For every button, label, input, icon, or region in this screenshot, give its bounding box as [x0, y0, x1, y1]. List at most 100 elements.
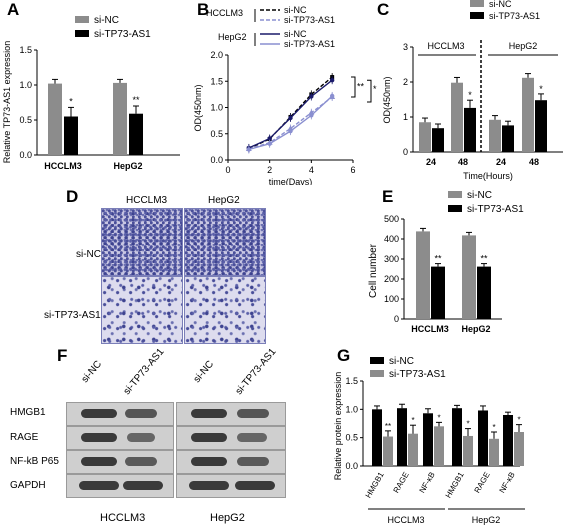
a-legend-label: si-NC — [94, 15, 119, 26]
b-series-line — [248, 95, 333, 151]
panel-label-a: A — [7, 0, 20, 19]
b-series-line — [248, 76, 333, 150]
c-bar — [432, 128, 444, 152]
c-x-tick-label: 24 — [496, 157, 506, 167]
blot-hcclm3-gapdh — [66, 474, 174, 498]
protein-label-rage: RAGE — [10, 432, 39, 443]
a-significance: * — [69, 96, 73, 106]
e-x-tick-label: HepG2 — [461, 324, 490, 334]
lane-label-3: si-NC — [191, 358, 217, 385]
c-bar — [502, 125, 514, 152]
b-point — [288, 128, 293, 134]
g-bar — [503, 415, 513, 466]
g-x-tick-label: HMGB1 — [364, 470, 386, 500]
g-significance: * — [466, 420, 469, 429]
b-legend-group: HepG2 — [218, 32, 247, 42]
e-y-label: Cell number — [368, 243, 379, 298]
e-bar — [431, 266, 445, 319]
a-y-tick-label: 1.5 — [19, 45, 32, 55]
lane-label-4: si-TP73-AS1 — [233, 346, 279, 397]
c-y-tick-label: 3 — [403, 42, 408, 52]
e-y-tick-label: 300 — [384, 254, 399, 264]
g-x-tick-label: NF-κB — [418, 471, 437, 495]
g-y-tick-label: 1.5 — [345, 376, 358, 386]
e-y-tick-label: 100 — [384, 294, 399, 304]
b-legend-label: si-TP73-AS1 — [284, 15, 335, 25]
blot-hcclm3-rage — [66, 426, 174, 450]
g-bar — [434, 426, 444, 466]
g-y-tick-label: 1.0 — [345, 404, 358, 414]
b-legend-label: si-NC — [284, 5, 307, 15]
chart-e: si-NC si-TP73-AS1 0 100 200 300 400 500 Cell num… — [368, 190, 524, 334]
c-y-label: OD(450nm) — [382, 76, 392, 123]
a-bar — [113, 82, 127, 155]
c-bar — [419, 122, 431, 152]
blot-hepg2-hmgb1 — [176, 402, 286, 426]
e-y-tick-label: 400 — [384, 234, 399, 244]
a-bar — [48, 83, 62, 155]
lane-label-2: si-TP73-AS1 — [121, 346, 167, 397]
micrograph-hcclm3-sitp73 — [101, 276, 183, 344]
panel-d-col-hcclm3: HCCLM3 — [126, 195, 168, 206]
a-bar — [129, 113, 143, 155]
blot-hepg2-nfkb — [176, 450, 286, 474]
g-significance: * — [437, 413, 440, 422]
chart-a: si-NC si-TP73-AS1 0.0 0.5 1.0 1.5 Relative TP7… — [2, 15, 180, 171]
e-significance: ** — [480, 254, 488, 264]
blot-hepg2-rage — [176, 426, 286, 450]
e-bar — [462, 235, 476, 319]
micrograph-hepg2-sinc — [184, 208, 266, 276]
g-legend-swatch — [370, 357, 384, 364]
c-x-label: Time(Hours) — [463, 171, 513, 181]
c-legend-label: si-NC — [489, 0, 512, 9]
c-bar — [522, 77, 534, 152]
b-y-tick-label: 2.0 — [210, 50, 223, 60]
b-y-tick-label: 0.5 — [210, 129, 223, 139]
b-point — [329, 78, 335, 83]
c-group-label: HCCLM3 — [427, 41, 464, 51]
g-x-tick-label: HMGB1 — [444, 470, 466, 500]
c-x-tick-label: 24 — [426, 157, 436, 167]
panel-d-row-sinc: si-NC — [76, 249, 101, 260]
b-x-label: time(Days) — [269, 177, 313, 185]
b-point — [309, 113, 314, 118]
e-y-tick-label: 0 — [394, 314, 399, 324]
chart-b: 0.00.51.01.52.0OD(450nm)0 2 4 6time(Days)**… — [193, 5, 377, 185]
e-y-tick-label: 200 — [384, 274, 399, 284]
e-legend-swatch — [448, 205, 462, 212]
protein-label-nfkb: NF-kB P65 — [10, 456, 59, 467]
blot-hepg2-gapdh — [176, 474, 286, 498]
blot-hcclm3-nfkb — [66, 450, 174, 474]
b-x-tick-label: 2 — [267, 165, 272, 175]
b-y-label: OD(450nm) — [193, 84, 203, 131]
c-bar — [489, 119, 501, 152]
b-x-tick-label: 0 — [225, 165, 230, 175]
g-bar — [478, 410, 488, 466]
c-y-tick-label: 1 — [403, 112, 408, 122]
g-bar — [423, 413, 433, 466]
a-y-tick-label: 0.5 — [19, 115, 32, 125]
e-legend-label: si-NC — [467, 190, 492, 201]
protein-label-gapdh: GAPDH — [10, 480, 46, 491]
b-legend-label: si-TP73-AS1 — [284, 39, 335, 49]
c-bar — [464, 107, 476, 152]
c-x-tick-label: 48 — [458, 157, 468, 167]
b-x-tick-label: 6 — [350, 165, 355, 175]
blot-hcclm3-hmgb1 — [66, 402, 174, 426]
b-y-tick-label: 0.0 — [210, 155, 223, 165]
b-series-line — [248, 96, 333, 150]
g-y-label: Relative protein expression — [333, 372, 343, 481]
g-bar — [514, 432, 524, 466]
a-x-tick-label: HepG2 — [113, 161, 142, 171]
g-group-label: HepG2 — [472, 515, 501, 525]
panel-label-c: C — [377, 0, 390, 19]
lane-label-1: si-NC — [79, 358, 105, 385]
c-legend-swatch — [470, 0, 484, 7]
panel-label-d: D — [66, 187, 79, 206]
g-bar — [397, 408, 407, 466]
micrograph-hepg2-sitp73 — [184, 276, 266, 344]
b-point — [309, 94, 314, 99]
b-significance: ** — [357, 82, 365, 92]
b-point — [246, 147, 252, 152]
g-significance: * — [517, 416, 520, 425]
